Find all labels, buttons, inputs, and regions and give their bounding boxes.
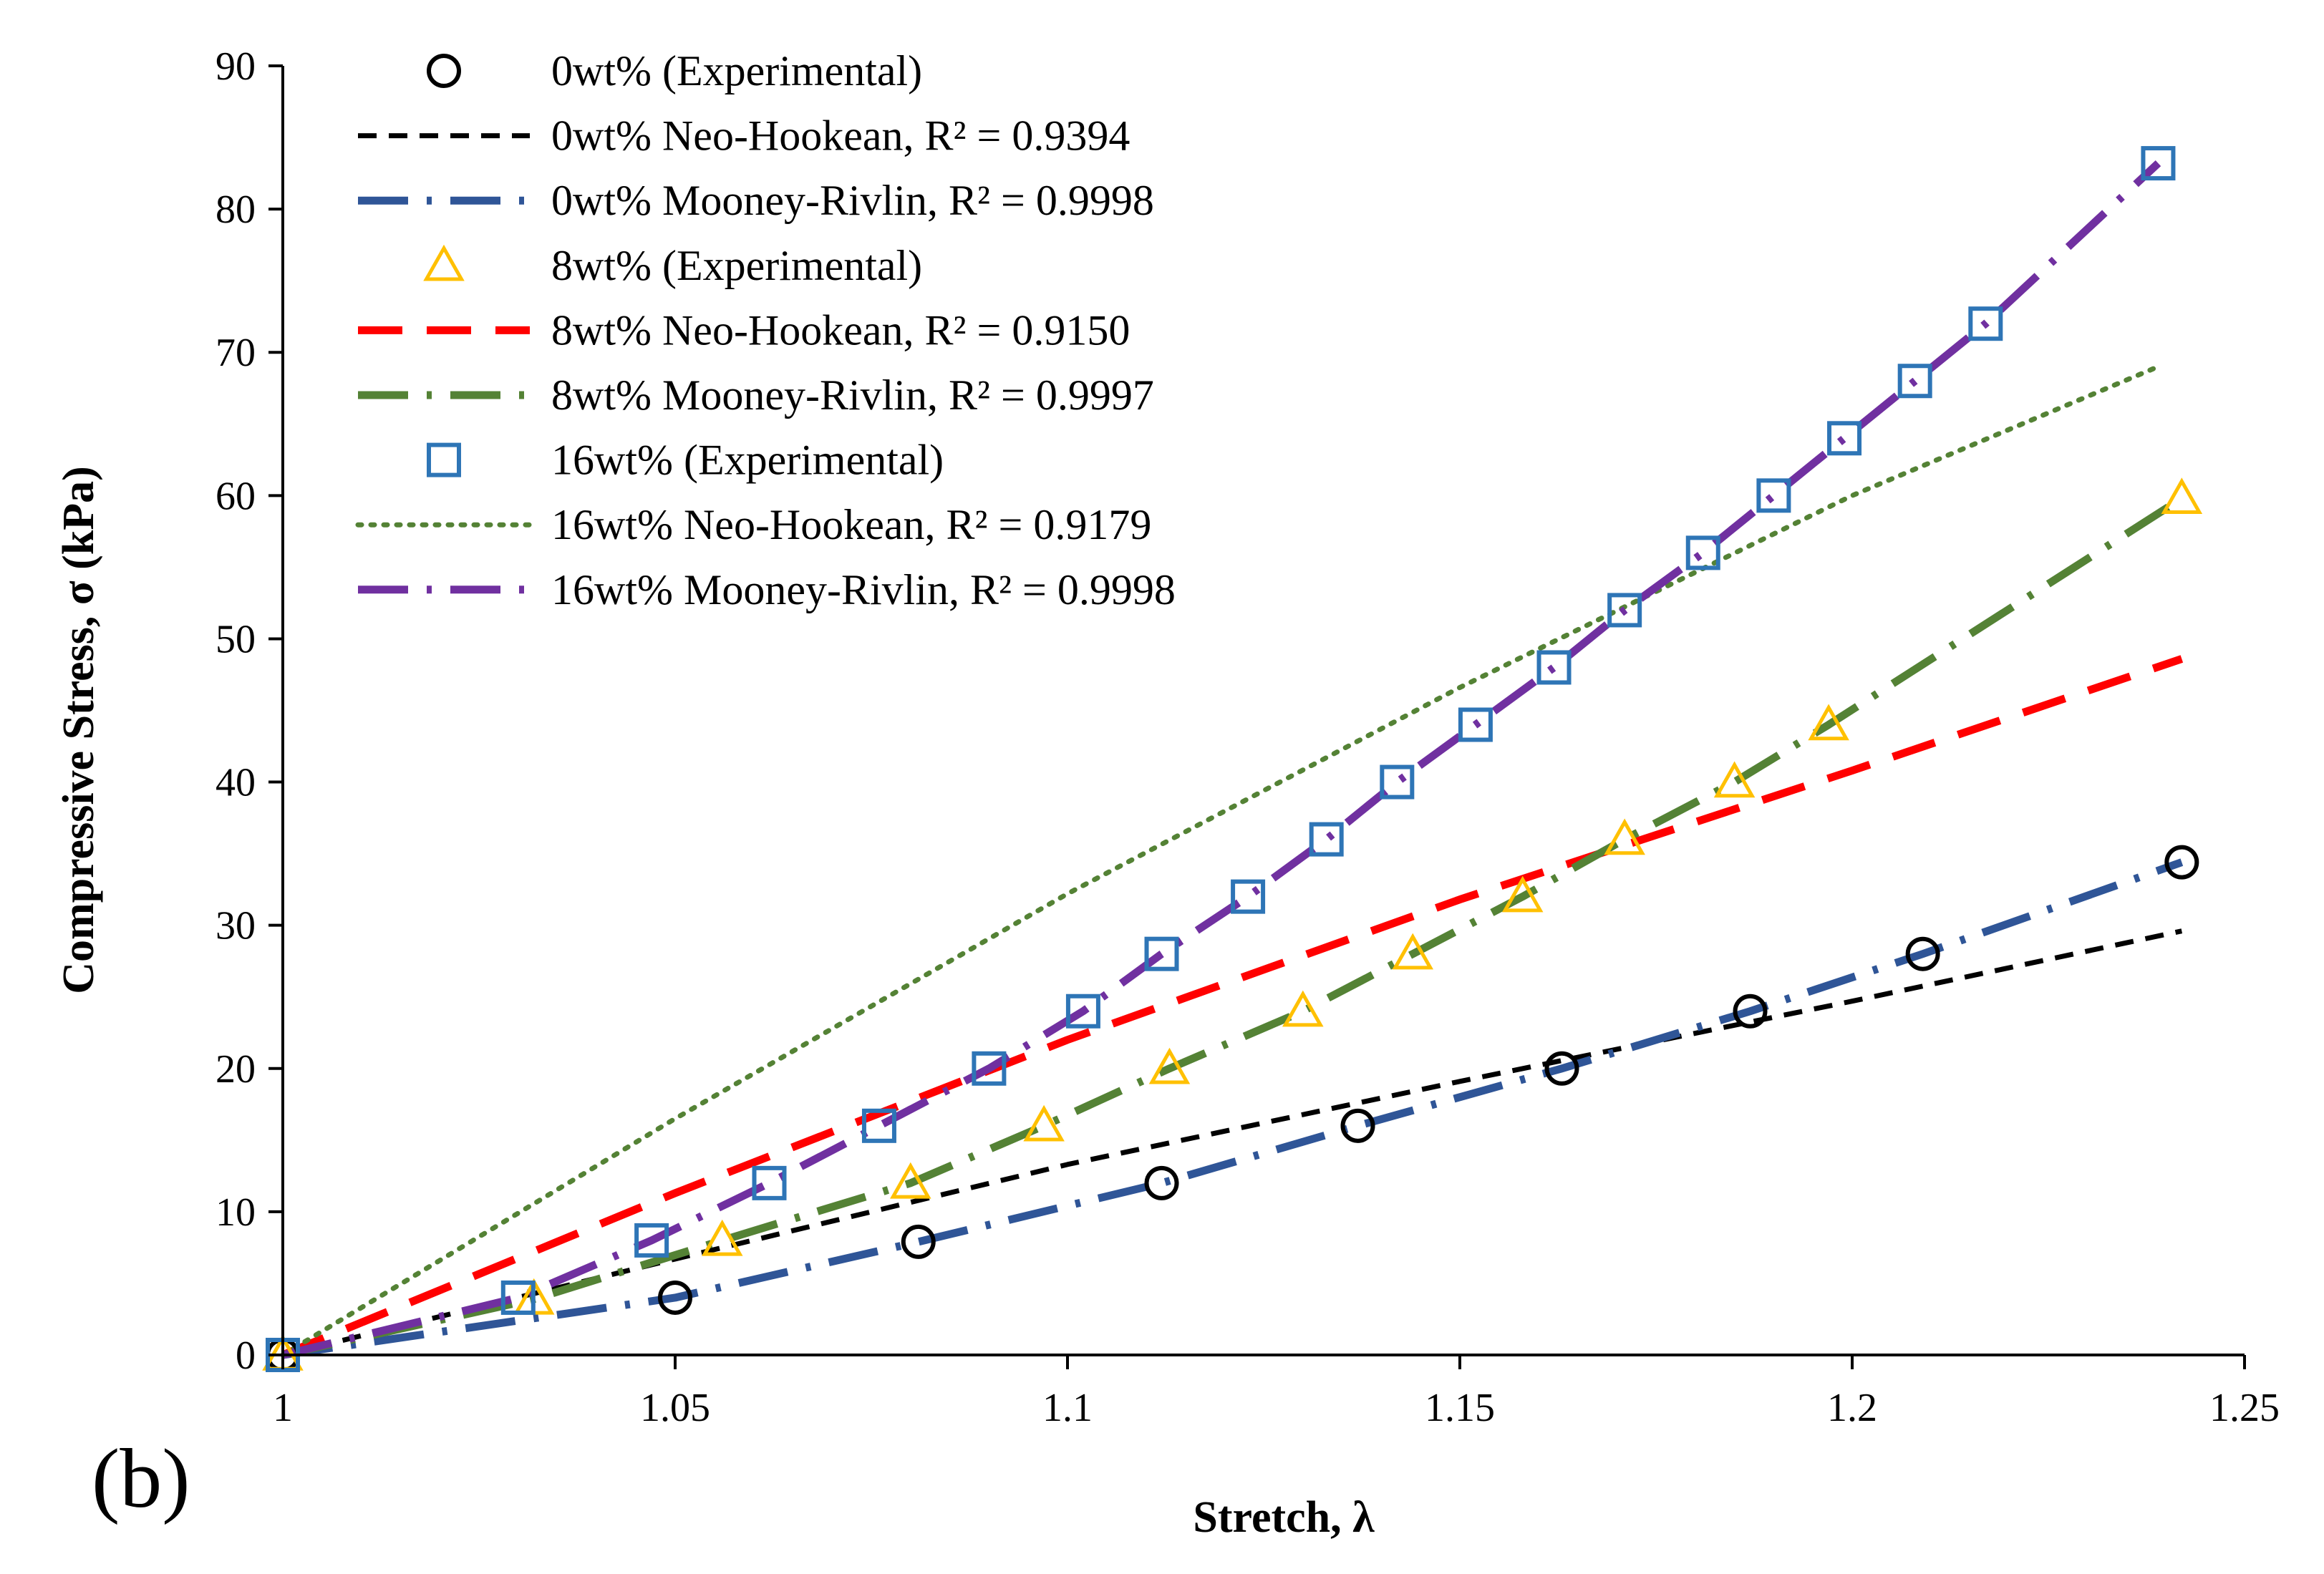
y-tick-label: 70	[216, 331, 256, 375]
data-point	[861, 1108, 896, 1143]
legend-item: 0wt% (Experimental)	[427, 47, 922, 94]
legend-item: 8wt% (Experimental)	[423, 242, 922, 289]
data-point	[1501, 875, 1544, 913]
legend-item: 0wt% Mooney-Rivlin, R² = 0.9998	[358, 177, 1154, 224]
x-tick-label: 1.15	[1425, 1386, 1495, 1430]
data-point	[1231, 879, 1266, 914]
series-markers-0	[266, 845, 2199, 1372]
data-point	[2164, 845, 2199, 880]
legend-item: 16wt% Neo-Hookean, R² = 0.9179	[355, 501, 1151, 548]
legend-label: 16wt% Mooney-Rivlin, R² = 0.9998	[551, 566, 1176, 613]
y-ticks: 0 10 20 30 40 50 60 70 80 90	[216, 44, 283, 1378]
data-point	[1905, 936, 1940, 971]
series-line-2	[282, 858, 2184, 1359]
data-point	[1897, 364, 1932, 399]
data-point	[1536, 650, 1572, 685]
data-point	[1733, 994, 1768, 1029]
legend-marker	[427, 442, 461, 477]
x-tick-label: 1.05	[640, 1386, 710, 1430]
series-line-5	[281, 495, 2184, 1359]
legend-item: 16wt% Mooney-Rivlin, R² = 0.9998	[358, 566, 1176, 613]
y-tick-label: 20	[216, 1047, 256, 1092]
x-tick-label: 1.2	[1827, 1386, 1877, 1430]
series-line-7	[280, 364, 2161, 1358]
data-point	[1392, 933, 1434, 970]
x-tick-label: 1.1	[1042, 1386, 1093, 1430]
data-point	[658, 1280, 692, 1315]
series-markers-3	[262, 477, 2203, 1371]
data-point	[1968, 306, 2003, 341]
legend-item: 16wt% (Experimental)	[427, 437, 944, 484]
data-point	[1065, 994, 1100, 1029]
legend: 0wt% (Experimental) 0wt% Neo-Hookean, R² …	[355, 47, 1176, 613]
legend-marker	[427, 54, 461, 88]
data-point	[972, 1051, 1007, 1086]
series-line-1	[282, 928, 2183, 1358]
data-point	[1309, 822, 1344, 857]
series-markers-6	[266, 146, 2176, 1372]
y-tick-label: 10	[216, 1190, 256, 1235]
data-point	[1458, 707, 1493, 742]
series-layer	[262, 146, 2203, 1372]
data-point	[1607, 593, 1642, 628]
data-point	[500, 1280, 536, 1315]
data-point	[1144, 1165, 1179, 1200]
data-point	[1380, 764, 1415, 800]
data-point	[1148, 1047, 1191, 1084]
series-line-4	[281, 655, 2184, 1359]
data-point	[1808, 704, 1849, 741]
y-axis-title: Compressive Stress, σ (kPa)	[54, 466, 103, 994]
panel-label: (b)	[92, 1432, 190, 1525]
data-point	[1713, 761, 1756, 798]
data-point	[1685, 535, 1720, 570]
legend-item: 8wt% Neo-Hookean, R² = 0.9150	[358, 306, 1130, 354]
y-tick-label: 40	[216, 761, 256, 805]
data-point	[634, 1223, 669, 1258]
legend-label: 8wt% (Experimental)	[551, 242, 922, 289]
legend-label: 0wt% Mooney-Rivlin, R² = 0.9998	[551, 177, 1154, 224]
y-tick-label: 90	[216, 44, 256, 89]
x-ticks: 1 1.05 1.1 1.15 1.2 1.25	[273, 1355, 2280, 1430]
x-tick-label: 1.25	[2209, 1386, 2280, 1430]
legend-label: 8wt% Neo-Hookean, R² = 0.9150	[551, 306, 1130, 354]
data-point	[1023, 1104, 1065, 1142]
x-axis-title: Stretch, λ	[1193, 1493, 1375, 1542]
y-tick-label: 50	[216, 617, 256, 661]
y-tick-label: 60	[216, 474, 256, 518]
legend-label: 0wt% Neo-Hookean, R² = 0.9394	[551, 112, 1130, 160]
axes: 0 10 20 30 40 50 60 70 80 90 1 1.05 1.1 1.15 1.2 1.25	[216, 44, 2280, 1430]
series-line-8	[281, 160, 2161, 1359]
data-point	[1340, 1108, 1375, 1143]
legend-label: 0wt% (Experimental)	[551, 47, 922, 94]
data-point	[1544, 1051, 1579, 1086]
legend-label: 16wt% Neo-Hookean, R² = 0.9179	[551, 501, 1151, 548]
data-point	[1756, 478, 1791, 513]
y-tick-label: 30	[216, 904, 256, 948]
legend-label: 8wt% Mooney-Rivlin, R² = 0.9997	[551, 371, 1154, 419]
legend-item: 0wt% Neo-Hookean, R² = 0.9394	[358, 112, 1130, 160]
data-point	[1144, 936, 1179, 971]
data-point	[901, 1224, 936, 1259]
data-point	[1604, 818, 1645, 855]
legend-label: 16wt% (Experimental)	[551, 437, 944, 484]
y-tick-label: 80	[216, 188, 256, 232]
x-tick-label: 1	[273, 1386, 293, 1430]
data-point	[2141, 146, 2176, 181]
data-point	[1282, 990, 1324, 1027]
data-point	[2161, 477, 2203, 515]
y-tick-label: 0	[236, 1333, 256, 1378]
legend-marker	[423, 244, 465, 281]
data-point	[752, 1165, 787, 1200]
legend-item: 8wt% Mooney-Rivlin, R² = 0.9997	[358, 371, 1154, 419]
data-point	[701, 1219, 743, 1256]
data-point	[1827, 421, 1862, 456]
data-point	[890, 1162, 931, 1199]
